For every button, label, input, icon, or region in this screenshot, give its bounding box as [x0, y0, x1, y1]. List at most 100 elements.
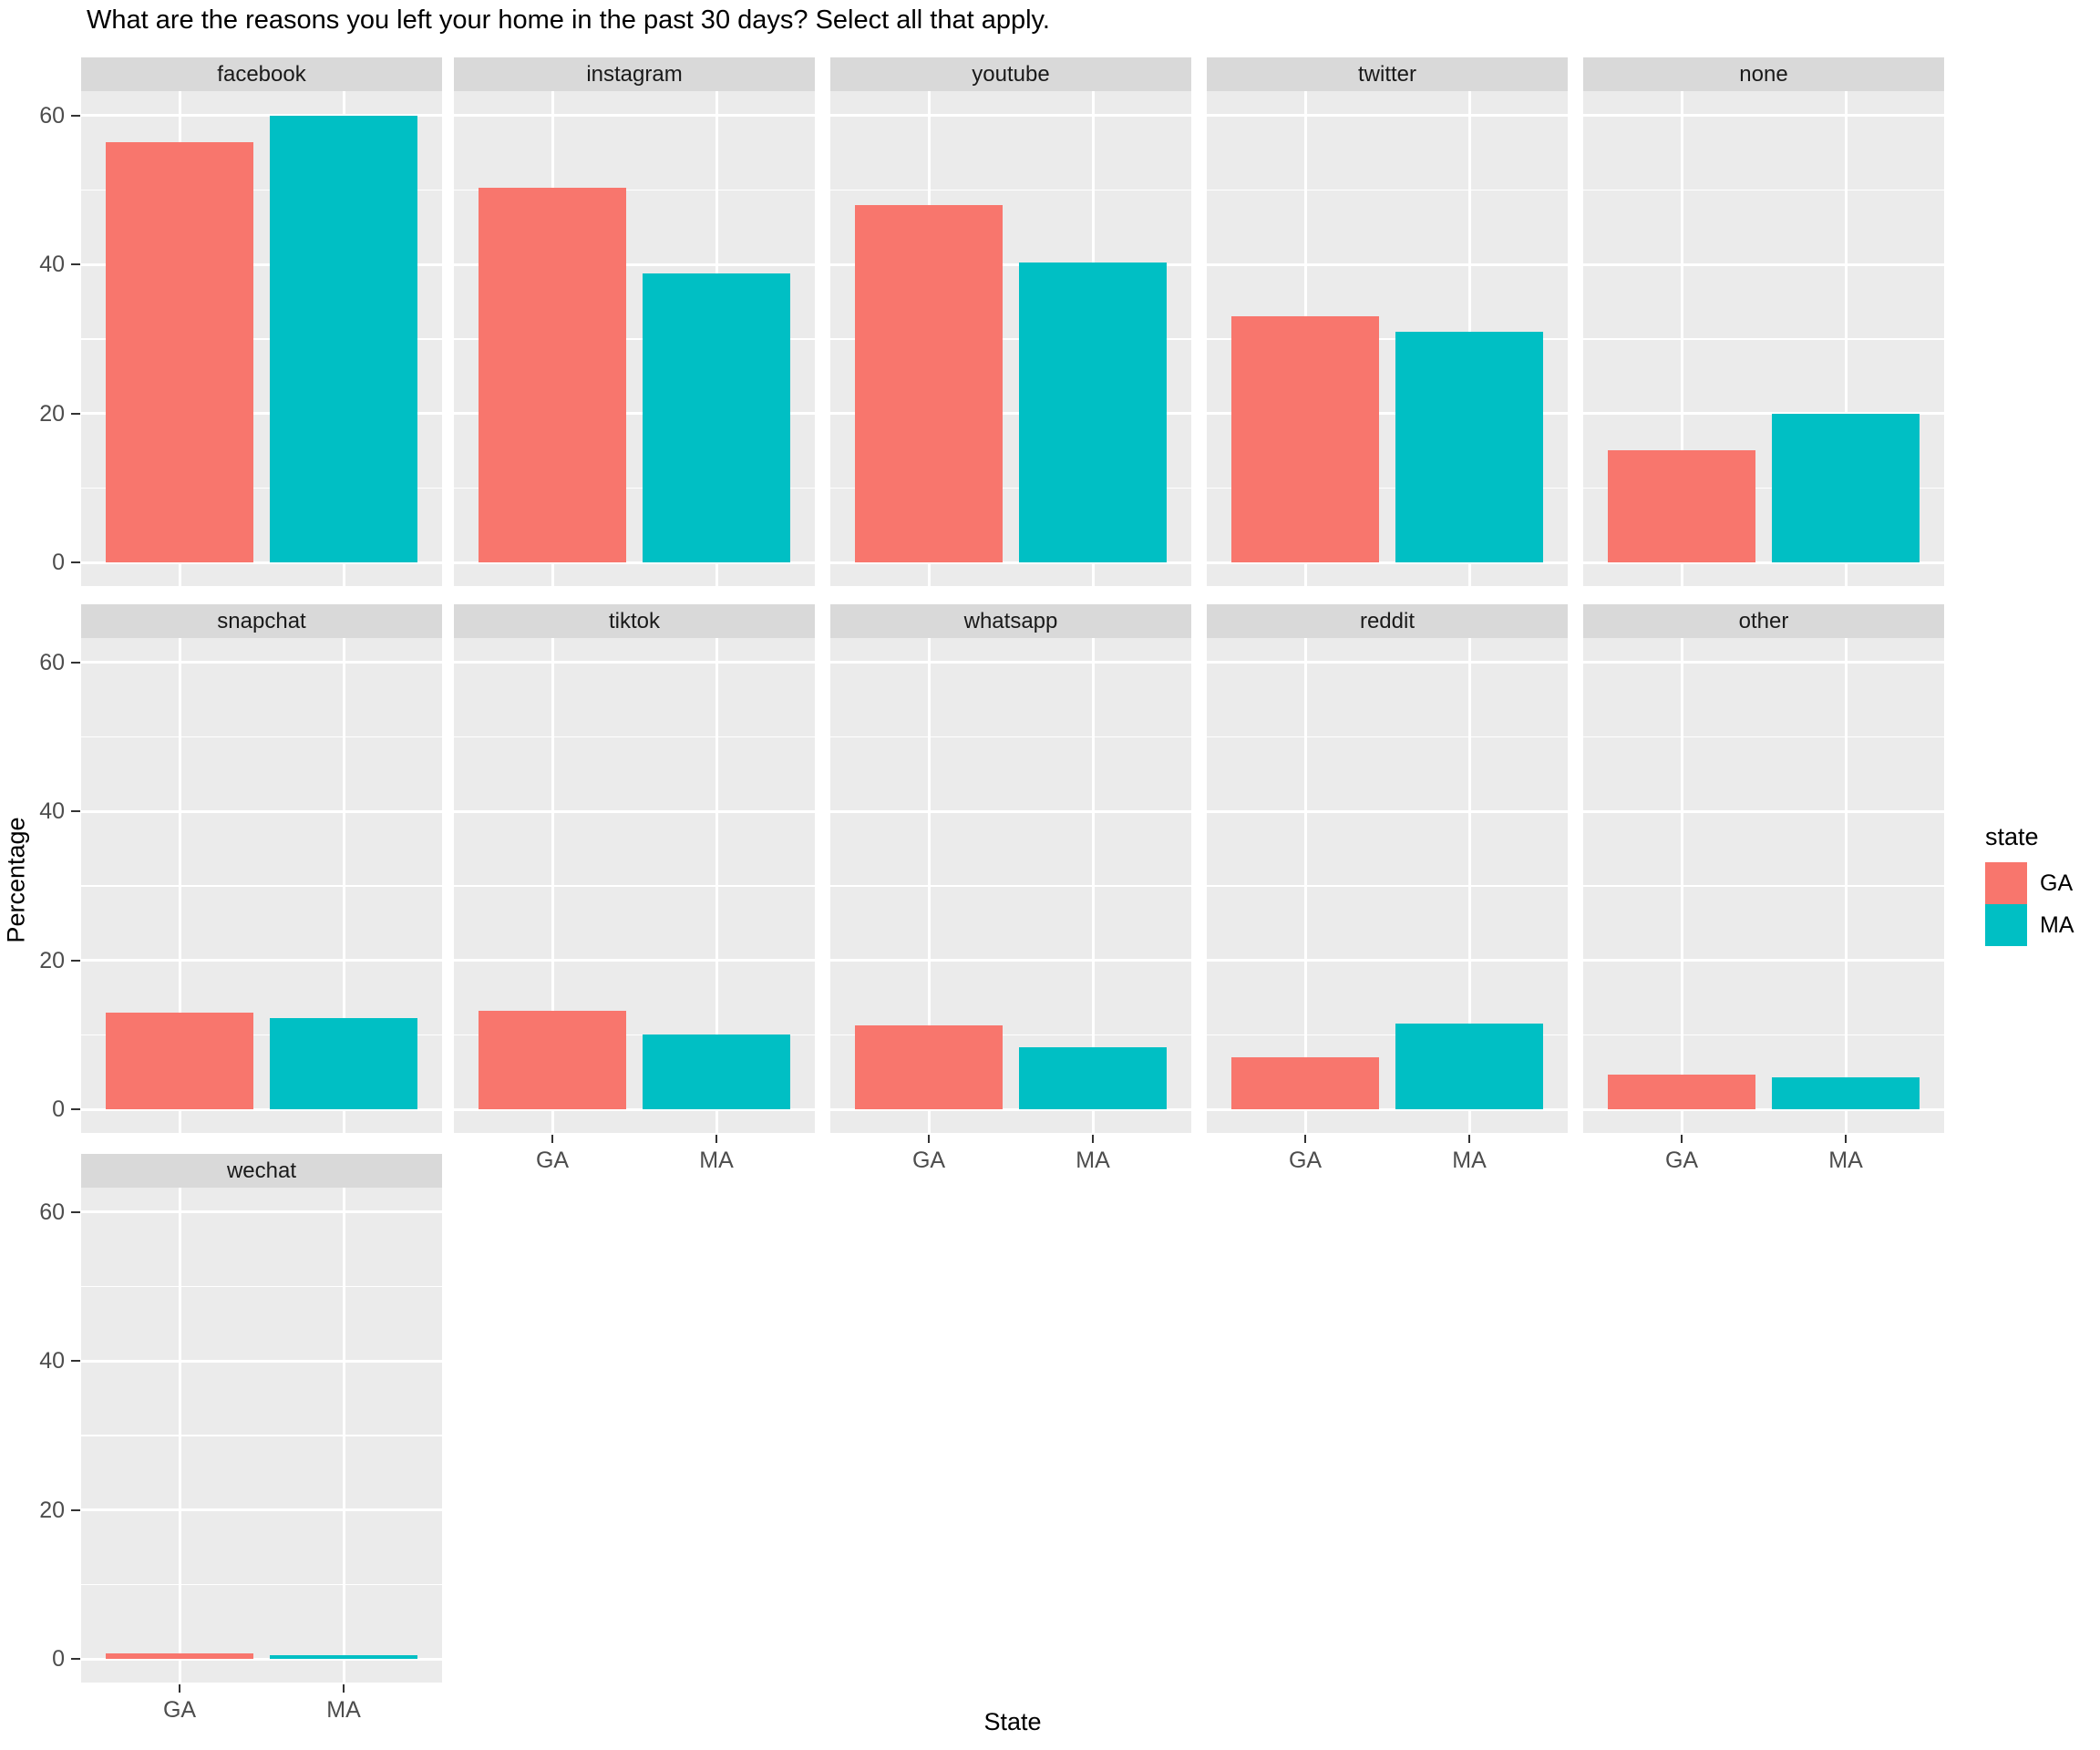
gridline-minor-y50 [1207, 736, 1568, 738]
facet-panel-reddit [1207, 638, 1568, 1133]
y-tick-label-60: 60 [39, 1199, 65, 1225]
facet-reddit: reddit GA MA [1207, 604, 1568, 1192]
y-tick-label-0: 0 [52, 550, 65, 575]
gridline-minor-y30 [830, 885, 1191, 887]
bar-whatsapp-GA [855, 1024, 1003, 1109]
facet-youtube: youtube [830, 57, 1191, 586]
gridline-major-y20 [1583, 959, 1944, 962]
gridline-minor-y50 [830, 736, 1191, 738]
facet-strip-youtube: youtube [830, 57, 1191, 91]
gridline-major-y60 [1207, 114, 1568, 118]
gridline-major-y60 [1207, 661, 1568, 664]
gridline-minor-y30 [81, 1435, 442, 1436]
gridline-minor-y50 [1583, 189, 1944, 191]
x-tick-label-tiktok-MA: MA [699, 1148, 734, 1173]
legend-label-GA: GA [2040, 870, 2074, 896]
gridline-x-GA [1680, 638, 1683, 1133]
bar-youtube-MA [1019, 262, 1167, 562]
gridline-major-y60 [81, 114, 442, 118]
gridline-major-y60 [454, 114, 815, 118]
bar-wechat-MA [270, 1654, 417, 1659]
bar-youtube-GA [855, 204, 1003, 562]
gridline-minor-y10 [830, 487, 1191, 489]
bar-whatsapp-MA [1019, 1047, 1167, 1109]
y-tick-20 [71, 412, 80, 415]
bar-other-MA [1772, 1076, 1920, 1109]
gridline-minor-y30 [1583, 338, 1944, 340]
gridline-minor-y10 [830, 1034, 1191, 1036]
bar-none-GA [1608, 450, 1755, 562]
facet-facebook: facebook 0 20 40 60 [39, 57, 442, 586]
gridline-major-y60 [454, 661, 815, 664]
x-tick-label-reddit-GA: GA [1288, 1148, 1323, 1173]
x-tick-whatsapp-MA [1092, 1135, 1094, 1143]
y-tick-0 [71, 1108, 80, 1110]
x-tick-label-reddit-MA: MA [1452, 1148, 1487, 1173]
gridline-major-y0 [1583, 561, 1944, 564]
facet-panel-tiktok [454, 638, 815, 1133]
gridline-major-y40 [1207, 809, 1568, 813]
gridline-x-GA [551, 638, 554, 1133]
gridline-major-y40 [454, 809, 815, 813]
gridline-minor-y50 [1583, 736, 1944, 738]
facet-other: other GA MA [1583, 604, 1944, 1192]
legend-key-MA [1985, 904, 2027, 946]
gridline-major-y60 [1583, 114, 1944, 118]
gridline-x-MA [1091, 638, 1095, 1133]
facet-twitter: twitter [1207, 57, 1568, 586]
facet-none: none [1583, 57, 1944, 586]
y-tick-20 [71, 1508, 80, 1511]
gridline-minor-y10 [1583, 487, 1944, 489]
gridline-major-y40 [830, 262, 1191, 266]
bar-instagram-GA [479, 188, 626, 562]
gridline-x-MA [1844, 91, 1848, 586]
gridline-minor-y50 [830, 189, 1191, 191]
x-tick-wechat-GA [179, 1684, 180, 1693]
facet-snapchat: snapchat 0 20 40 60 [39, 604, 442, 1133]
gridline-major-y40 [81, 809, 442, 813]
y-tick-20 [71, 959, 80, 962]
gridline-major-y60 [1583, 661, 1944, 664]
gridline-major-y0 [81, 561, 442, 564]
x-axis-title: State [983, 1708, 1042, 1735]
x-tick-tiktok-MA [715, 1135, 717, 1143]
chart-title: What are the reasons you left your home … [87, 5, 1050, 35]
x-tick-label-wechat-GA: GA [162, 1697, 197, 1723]
gridline-major-y20 [1207, 959, 1568, 962]
facet-panel-youtube [830, 91, 1191, 586]
gridline-major-y0 [81, 1107, 442, 1111]
gridline-major-y0 [454, 561, 815, 564]
gridline-minor-y10 [81, 1583, 442, 1586]
gridline-major-y40 [1583, 809, 1944, 813]
facet-strip-facebook: facebook [81, 57, 442, 91]
gridline-minor-y10 [1207, 487, 1568, 489]
facet-strip-wechat: wechat [81, 1154, 442, 1188]
y-tick-60 [71, 1210, 80, 1213]
gridline-x-MA [342, 638, 345, 1133]
facet-panel-other [1583, 638, 1944, 1133]
x-tick-label-other-MA: MA [1828, 1148, 1863, 1173]
x-tick-reddit-MA [1468, 1135, 1470, 1143]
gridline-minor-y50 [81, 1285, 442, 1288]
gridline-minor-y30 [454, 338, 815, 340]
gridline-major-y0 [1207, 1107, 1568, 1111]
gridline-major-y60 [81, 661, 442, 664]
gridline-minor-y10 [1207, 1034, 1568, 1036]
facet-panel-snapchat [81, 638, 442, 1133]
legend: state GA MA [1985, 823, 2100, 946]
facet-panel-twitter [1207, 91, 1568, 586]
gridline-x-MA [715, 638, 718, 1133]
gridline-major-y20 [830, 959, 1191, 962]
gridline-minor-y50 [81, 736, 442, 738]
gridline-minor-y10 [81, 1034, 442, 1036]
bar-instagram-MA [643, 273, 790, 562]
gridline-major-y20 [454, 412, 815, 416]
y-tick-label-60: 60 [39, 102, 65, 129]
gridline-major-y60 [830, 661, 1191, 664]
x-tick-tiktok-GA [551, 1135, 553, 1143]
gridline-major-y40 [81, 1359, 442, 1363]
legend-key-GA [1985, 862, 2027, 904]
bar-facebook-GA [106, 141, 253, 562]
y-tick-label-40: 40 [39, 1348, 65, 1374]
